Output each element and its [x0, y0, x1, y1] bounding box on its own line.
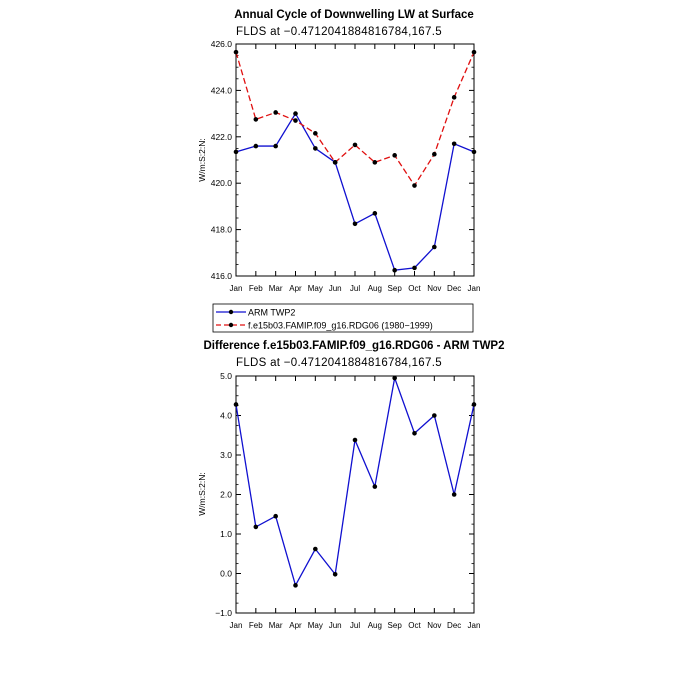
panel-1-ytick-label: 420.0 — [211, 178, 233, 188]
panel-2-series-0-point — [352, 437, 358, 443]
panel-1-series-1-point — [451, 95, 457, 100]
panel-1-subtitle: FLDS at −0.4712041884816784,167.5 — [236, 26, 442, 38]
panel-2-series-0-point — [233, 402, 239, 407]
panel-2-xtick-label: Jun — [329, 621, 342, 630]
panel-1-series-1-line — [235, 51, 475, 187]
panel-1-series-1-point — [412, 183, 417, 188]
legend-box — [212, 303, 474, 333]
panel-1-xtick-label: Aug — [368, 284, 382, 293]
panel-1: Annual Cycle of Downwelling LW at Surfac… — [197, 9, 480, 293]
panel-1-series-1-point — [233, 49, 239, 55]
panel-2-xtick-label: Jan — [230, 621, 243, 630]
legend: ARM TWP2 f.e15b03.FAMIP.f09_g16.RDG06 (1… — [212, 303, 474, 333]
panel-1-series-1-point — [432, 151, 437, 157]
panel-1-ytick-label: 418.0 — [211, 225, 233, 235]
panel-1-series-1-point — [392, 153, 397, 158]
panel-1-ytick-label: 426.0 — [211, 39, 233, 49]
panel-1-series-0-point — [233, 149, 239, 155]
panel-2-xtick-label: Sep — [388, 621, 403, 630]
panel-2-series-0-point — [332, 571, 338, 577]
panel-2-title: Difference f.e15b03.FAMIP.f09_g16.RDG06 … — [203, 340, 504, 352]
panel-1-xtick-label: Sep — [388, 284, 403, 293]
panel-1-series-0-point — [471, 149, 477, 155]
panel-1-xtick-label: Nov — [427, 284, 441, 293]
panel-1-ytick-label: 424.0 — [211, 85, 233, 95]
panel-1-plot: 416.0 418.0 420.0 422.0 424.0 426.0 Jan Feb Mar A… — [211, 39, 481, 293]
legend-label-model: f.e15b03.FAMIP.f09_g16.RDG06 (1980−1999) — [248, 321, 433, 331]
panel-1-series-1-point — [332, 160, 338, 165]
panel-2-series-0-point — [372, 484, 378, 489]
panel-1-series-0-point — [451, 141, 457, 147]
panel-1-xtick-label: Mar — [269, 284, 283, 293]
panel-1-series-0-point — [313, 146, 318, 151]
panel-1-series-0-point — [352, 221, 358, 227]
panel-2-plot: −1.0 0.0 1.0 2.0 3.0 4.0 5.0 Jan Feb Mar Apr May Jun… — [215, 371, 480, 630]
panel-1-series-0-point — [293, 111, 298, 116]
panel-1-frame — [235, 43, 475, 277]
panel-2-ytick-label: 3.0 — [220, 450, 232, 460]
panel-1-series-0-point — [372, 211, 378, 216]
panel-2-ylabel: W/m:S:2:N: — [197, 472, 207, 515]
panel-1-series-1-point — [352, 142, 358, 148]
legend-marker-model — [228, 322, 234, 328]
panel-2-ytick-label: 5.0 — [220, 371, 232, 381]
panel-2-series-0-point — [273, 513, 278, 519]
panel-2-series-0-point — [293, 583, 298, 588]
panel-2-series-0-point — [451, 492, 457, 497]
panel-1-series-0-point — [253, 143, 259, 149]
panel-2-series-0-point — [313, 546, 318, 552]
panel-1-ytick-label: 422.0 — [211, 132, 233, 142]
panel-2-xtick-label: Nov — [427, 621, 441, 630]
legend-marker-arm — [228, 309, 234, 315]
panel-2-xtick-label: Oct — [408, 621, 421, 630]
panel-1-xtick-label: May — [308, 284, 323, 293]
panel-2-frame — [235, 375, 475, 614]
panel-2-xtick-label: Apr — [289, 621, 302, 630]
panel-2-xtick-label: Jan — [468, 621, 481, 630]
panel-2-series-0-point — [392, 375, 397, 381]
panel-1-series-0-point — [432, 244, 437, 250]
panel-1-series-1-point — [293, 118, 298, 123]
panel-2-xtick-label: Dec — [447, 621, 461, 630]
panel-2-xtick-label: Aug — [368, 621, 382, 630]
panel-2-xtick-label: Mar — [269, 621, 283, 630]
panel-1-title: Annual Cycle of Downwelling LW at Surfac… — [234, 9, 474, 21]
panel-1-series-1-point — [273, 110, 278, 115]
panel-2-series-0-line — [235, 375, 475, 588]
panel-1-series-0-point — [392, 267, 397, 273]
panel-1-xtick-label: Dec — [447, 284, 461, 293]
panel-2-series-0-point — [471, 402, 477, 407]
panel-1-xtick-label: Feb — [249, 284, 263, 293]
panel-1-series-1-point — [253, 117, 259, 122]
panel-2-xtick-label: Feb — [249, 621, 263, 630]
panel-1-ytick-label: 416.0 — [211, 271, 233, 281]
panel-2-ytick-label: 4.0 — [220, 411, 232, 421]
panel-1-ylabel: W/m:S:2:N: — [197, 138, 207, 181]
panel-2-series-0-point — [432, 413, 437, 418]
panel-1-xtick-label: Oct — [408, 284, 421, 293]
panel-1-series-1-point — [372, 160, 378, 165]
panel-1-xtick-label: Jan — [468, 284, 481, 293]
panel-2-subtitle: FLDS at −0.4712041884816784,167.5 — [236, 357, 442, 369]
panel-2-ytick-label: −1.0 — [215, 608, 232, 618]
panel-1-series-0-point — [412, 265, 417, 271]
panel-2-series-0-point — [253, 524, 259, 530]
panel-1-series-0-line — [235, 112, 475, 271]
legend-label-arm: ARM TWP2 — [248, 308, 295, 318]
panel-2-ytick-label: 2.0 — [220, 490, 232, 500]
panel-2-series-0-point — [412, 430, 417, 436]
panel-1-xtick-label: Jan — [230, 284, 243, 293]
panel-2-ytick-label: 0.0 — [220, 569, 232, 579]
panel-1-xtick-label: Apr — [289, 284, 302, 293]
panel-2-ytick-label: 1.0 — [220, 529, 232, 539]
panel-1-xtick-label: Jun — [329, 284, 342, 293]
panel-1-xtick-label: Jul — [350, 284, 360, 293]
panel-1-series-1-point — [471, 49, 477, 55]
panel-2-xtick-label: Jul — [350, 621, 360, 630]
panel-2: Difference f.e15b03.FAMIP.f09_g16.RDG06 … — [197, 340, 505, 630]
panel-2-xtick-label: May — [308, 621, 323, 630]
panel-1-series-1-point — [313, 131, 318, 136]
panel-1-series-0-point — [273, 143, 278, 149]
